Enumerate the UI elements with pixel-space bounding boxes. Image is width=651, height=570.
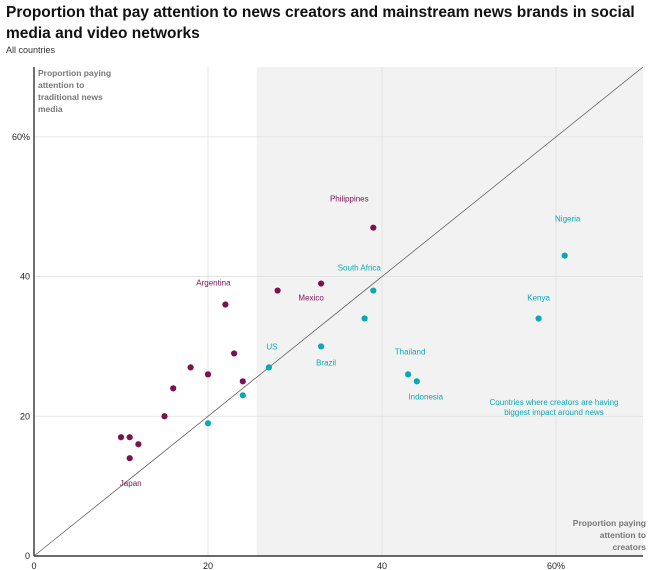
data-point [239,392,246,399]
data-point [187,364,194,371]
data-point [126,455,133,462]
y-tick-label: 20 [20,411,30,421]
data-point [405,371,412,378]
data-point [561,252,568,259]
data-point [413,378,420,385]
y-tick-label: 0 [25,551,30,561]
data-point [204,420,212,427]
point-label: Mexico [298,294,324,303]
point-label: Thailand [395,347,426,356]
x-tick-label: 60% [547,561,565,570]
point-label: Kenya [527,293,550,302]
point-label: Indonesia [408,392,443,401]
data-point [126,434,133,441]
shaded-region-label: Countries where creators are having bigge… [490,398,619,417]
data-point [239,378,246,385]
x-axis-label: Proportion paying attention to creators [573,518,646,552]
point-label: Philippines [330,195,369,204]
data-point [204,371,212,378]
data-point [222,301,229,308]
data-point [161,413,168,420]
data-point [274,287,281,294]
chart-title: Proportion that pay attention to news cr… [6,4,635,42]
chart-subtitle: All countries [6,45,56,55]
x-tick-label: 20 [203,561,213,570]
point-label: South Africa [338,264,382,273]
x-tick-label: 40 [377,561,387,570]
data-point [231,350,238,357]
data-point [370,224,377,231]
point-label: Brazil [316,358,336,367]
y-tick-label: 60% [12,132,30,142]
y-axis-label: Proportion paying attention to traditional… [38,68,111,114]
point-label: Nigeria [555,215,581,224]
point-label: Argentina [196,279,231,288]
point-label: US [266,342,277,351]
data-point [318,343,325,350]
shaded-region [256,67,643,556]
y-tick-label: 40 [20,272,30,282]
data-point [170,385,177,392]
data-point [361,315,368,322]
data-point [318,280,325,287]
data-point [535,315,542,322]
data-point [265,364,272,371]
data-point [370,287,377,294]
data-point [117,434,125,441]
x-tick-label: 0 [31,561,36,570]
point-label: Japan [120,479,142,488]
data-point [135,441,142,448]
parity-line [33,66,644,557]
